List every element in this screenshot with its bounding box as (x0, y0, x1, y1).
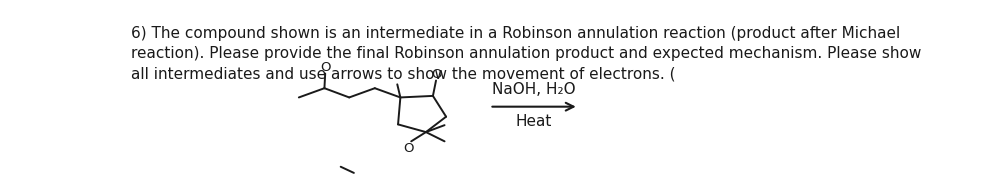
Text: O: O (320, 61, 331, 74)
Text: O: O (431, 68, 441, 81)
Text: Heat: Heat (516, 114, 552, 129)
Text: 6) The compound shown is an intermediate in a Robinson annulation reaction (prod: 6) The compound shown is an intermediate… (130, 26, 921, 82)
Text: O: O (404, 142, 414, 155)
Text: NaOH, H₂O: NaOH, H₂O (492, 83, 576, 97)
